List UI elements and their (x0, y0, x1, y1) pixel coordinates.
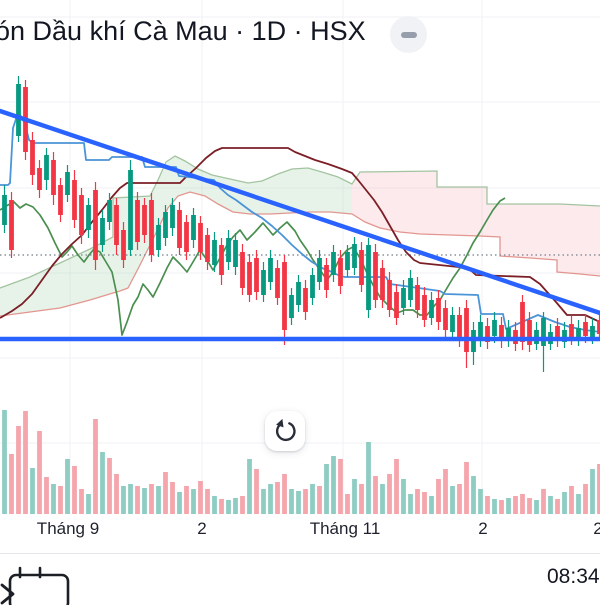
x-axis-label: 2 (478, 519, 488, 538)
calendar-goto-date-icon (0, 566, 70, 608)
symbol-title[interactable]: ón Dầu khí Cà Mau · 1D · HSX (0, 16, 366, 46)
candlestick-chart-canvas[interactable] (0, 0, 600, 553)
trendline-descending-resistance (0, 108, 600, 316)
minus-icon (400, 31, 417, 38)
grid (0, 0, 600, 514)
x-axis-label: 2 (593, 519, 600, 538)
ichimoku-cloud (0, 155, 600, 317)
collapse-legend-button[interactable] (390, 16, 427, 53)
goto-date-button[interactable] (0, 564, 70, 608)
x-axis-label: 2 (197, 519, 207, 538)
x-axis-label: Tháng 9 (36, 519, 100, 538)
volume-histogram (2, 410, 600, 514)
bottom-toolbar: 08:34 (0, 553, 600, 608)
chart-pane[interactable]: Tháng 9 2 Tháng 11 2 2 ón Dầu khí Cà Mau · 1… (0, 0, 600, 553)
x-axis-label: Tháng 11 (309, 519, 381, 538)
rotate-ccw-icon (276, 418, 296, 442)
reset-chart-button[interactable] (265, 411, 305, 451)
trendlines[interactable] (0, 108, 600, 342)
server-clock[interactable]: 08:34 (547, 565, 600, 588)
